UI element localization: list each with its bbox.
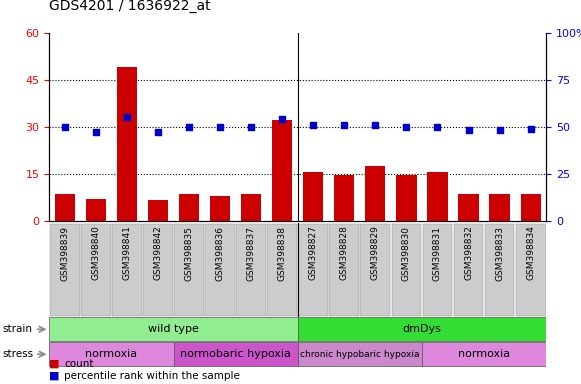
FancyBboxPatch shape: [112, 223, 142, 316]
Text: percentile rank within the sample: percentile rank within the sample: [64, 371, 240, 381]
Point: [246, 124, 256, 130]
FancyBboxPatch shape: [81, 223, 111, 316]
Point: [464, 127, 473, 134]
Text: stress: stress: [3, 349, 34, 359]
Bar: [428, 172, 447, 221]
FancyBboxPatch shape: [422, 342, 546, 366]
Point: [278, 116, 287, 122]
FancyBboxPatch shape: [267, 223, 297, 316]
Bar: [489, 194, 510, 221]
Point: [371, 122, 380, 128]
FancyBboxPatch shape: [49, 317, 297, 341]
Point: [60, 124, 70, 130]
Text: GSM398842: GSM398842: [153, 225, 163, 280]
Bar: [86, 199, 106, 221]
FancyBboxPatch shape: [392, 223, 421, 316]
Text: GSM398838: GSM398838: [278, 225, 287, 281]
Text: GSM398832: GSM398832: [464, 225, 473, 280]
Text: GDS4201 / 1636922_at: GDS4201 / 1636922_at: [49, 0, 211, 13]
FancyBboxPatch shape: [422, 223, 453, 316]
Text: GSM398834: GSM398834: [526, 225, 535, 280]
Point: [91, 129, 101, 136]
Bar: [272, 121, 292, 221]
Text: dmDys: dmDys: [403, 324, 442, 334]
Bar: [148, 200, 168, 221]
FancyBboxPatch shape: [485, 223, 514, 316]
Point: [216, 124, 225, 130]
Text: count: count: [64, 359, 94, 369]
Text: GSM398830: GSM398830: [402, 225, 411, 281]
Text: normoxia: normoxia: [458, 349, 510, 359]
Text: wild type: wild type: [148, 324, 199, 334]
Text: GSM398833: GSM398833: [495, 225, 504, 281]
Bar: [521, 194, 541, 221]
Point: [433, 124, 442, 130]
FancyBboxPatch shape: [50, 223, 80, 316]
Point: [123, 114, 132, 121]
Text: GSM398841: GSM398841: [123, 225, 131, 280]
Text: normoxia: normoxia: [85, 349, 138, 359]
Point: [184, 124, 193, 130]
Point: [495, 127, 504, 134]
Bar: [396, 175, 417, 221]
Point: [402, 124, 411, 130]
FancyBboxPatch shape: [454, 223, 483, 316]
Text: GSM398836: GSM398836: [216, 225, 225, 281]
Bar: [303, 172, 324, 221]
FancyBboxPatch shape: [143, 223, 173, 316]
Point: [526, 126, 535, 132]
Bar: [334, 175, 354, 221]
Bar: [241, 194, 261, 221]
FancyBboxPatch shape: [297, 342, 422, 366]
Text: GSM398837: GSM398837: [247, 225, 256, 281]
FancyBboxPatch shape: [49, 342, 174, 366]
FancyBboxPatch shape: [174, 223, 204, 316]
FancyBboxPatch shape: [516, 223, 546, 316]
Bar: [117, 67, 137, 221]
Point: [309, 122, 318, 128]
FancyBboxPatch shape: [299, 223, 328, 316]
Text: GSM398829: GSM398829: [371, 225, 380, 280]
Bar: [179, 194, 199, 221]
Text: GSM398839: GSM398839: [60, 225, 69, 281]
Text: normobaric hypoxia: normobaric hypoxia: [180, 349, 291, 359]
Text: GSM398840: GSM398840: [91, 225, 101, 280]
Text: GSM398835: GSM398835: [185, 225, 193, 281]
Bar: [55, 194, 75, 221]
Text: GSM398828: GSM398828: [340, 225, 349, 280]
FancyBboxPatch shape: [205, 223, 235, 316]
Text: strain: strain: [3, 324, 33, 334]
Bar: [365, 166, 385, 221]
FancyBboxPatch shape: [297, 317, 546, 341]
FancyBboxPatch shape: [360, 223, 390, 316]
Point: [153, 129, 163, 136]
Text: ■: ■: [49, 371, 60, 381]
Text: GSM398831: GSM398831: [433, 225, 442, 281]
Text: chronic hypobaric hypoxia: chronic hypobaric hypoxia: [300, 350, 419, 359]
Bar: [210, 196, 230, 221]
Bar: [458, 194, 479, 221]
FancyBboxPatch shape: [329, 223, 359, 316]
Point: [340, 122, 349, 128]
FancyBboxPatch shape: [174, 342, 297, 366]
Text: GSM398827: GSM398827: [309, 225, 318, 280]
Text: ■: ■: [49, 359, 60, 369]
FancyBboxPatch shape: [236, 223, 266, 316]
